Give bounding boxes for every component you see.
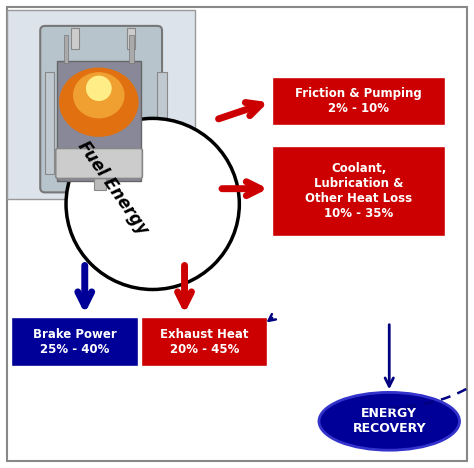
- Ellipse shape: [86, 76, 112, 101]
- Text: Brake Power
25% - 40%: Brake Power 25% - 40%: [33, 328, 116, 356]
- FancyBboxPatch shape: [11, 317, 137, 366]
- FancyBboxPatch shape: [57, 60, 141, 181]
- FancyBboxPatch shape: [71, 28, 79, 49]
- Text: Friction & Pumping
2% - 10%: Friction & Pumping 2% - 10%: [295, 87, 422, 115]
- FancyBboxPatch shape: [272, 146, 446, 236]
- FancyBboxPatch shape: [8, 10, 195, 199]
- Ellipse shape: [319, 392, 459, 450]
- FancyBboxPatch shape: [45, 72, 55, 174]
- Ellipse shape: [66, 118, 239, 290]
- FancyBboxPatch shape: [157, 72, 167, 174]
- FancyBboxPatch shape: [40, 26, 162, 192]
- FancyBboxPatch shape: [64, 35, 68, 63]
- FancyBboxPatch shape: [272, 77, 446, 125]
- FancyBboxPatch shape: [127, 28, 136, 49]
- FancyBboxPatch shape: [129, 35, 134, 63]
- Text: ENERGY
RECOVERY: ENERGY RECOVERY: [353, 407, 426, 435]
- FancyBboxPatch shape: [141, 317, 267, 366]
- Text: Exhaust Heat
20% - 45%: Exhaust Heat 20% - 45%: [160, 328, 248, 356]
- Text: Coolant,
Lubrication &
Other Heat Loss
10% - 35%: Coolant, Lubrication & Other Heat Loss 1…: [305, 162, 412, 220]
- FancyBboxPatch shape: [56, 148, 142, 178]
- Ellipse shape: [73, 72, 125, 118]
- FancyBboxPatch shape: [94, 172, 106, 190]
- Ellipse shape: [59, 67, 138, 137]
- Text: Fuel Energy: Fuel Energy: [74, 138, 152, 238]
